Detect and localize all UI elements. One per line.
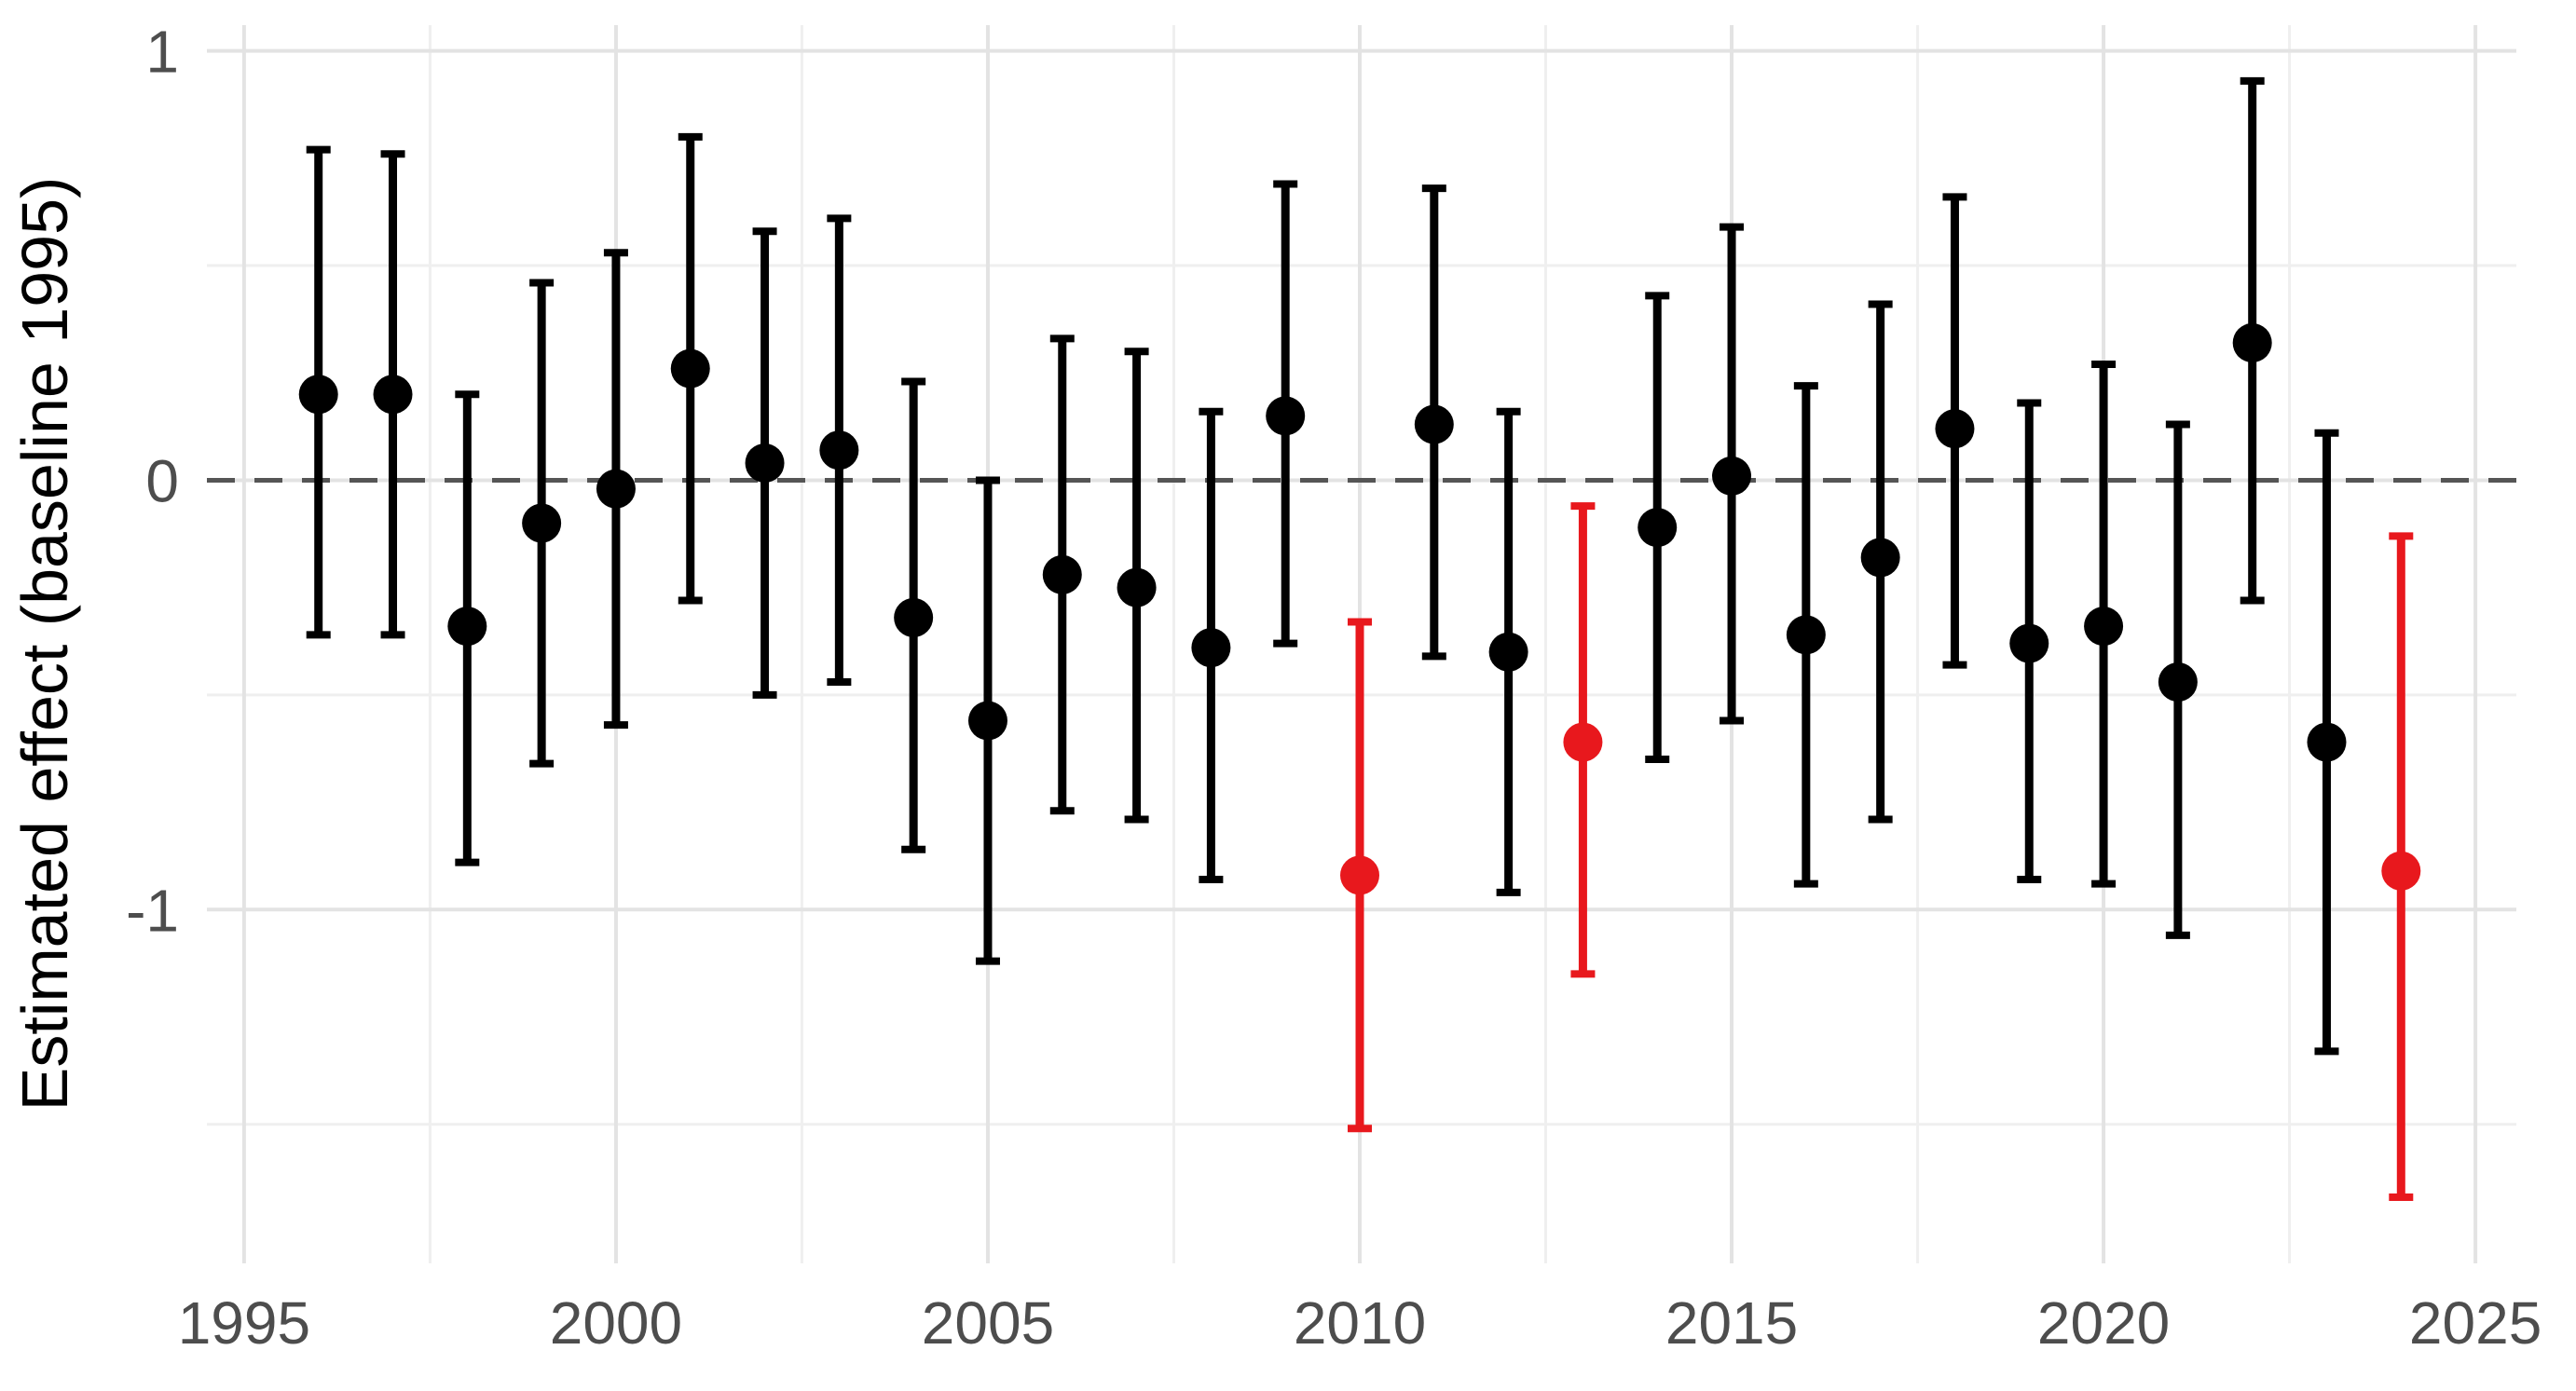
pointrange-2023: [2307, 429, 2347, 1056]
pointrange-2024: [2381, 532, 2421, 1202]
x-tick-label-2020: 2020: [2037, 1289, 2170, 1357]
y-tick-label-0: 0: [145, 447, 179, 514]
y-axis-title: Estimated effect (baseline 1995): [8, 177, 81, 1111]
point-estimate-2015: [1712, 456, 1752, 496]
pointrange-2019: [2009, 399, 2049, 884]
pointrange-2015: [1712, 223, 1752, 725]
x-tick-label-1995: 1995: [178, 1289, 310, 1357]
pointrange-2002: [745, 227, 785, 699]
point-estimate-1998: [447, 607, 487, 647]
pointrange-2007: [1117, 348, 1157, 824]
x-tick-label-2010: 2010: [1294, 1289, 1426, 1357]
point-estimate-2010: [1340, 855, 1380, 895]
point-estimate-1997: [373, 375, 413, 415]
pointrange-2009: [1266, 180, 1306, 648]
pointrange-2012: [1488, 407, 1528, 896]
pointrange-2021: [2158, 420, 2198, 939]
pointrange-2005: [967, 476, 1007, 965]
point-estimate-2006: [1042, 554, 1082, 594]
point-estimate-2007: [1117, 567, 1157, 607]
point-estimate-2014: [1637, 508, 1678, 548]
y-tick-label--1: -1: [126, 877, 179, 944]
point-estimate-2023: [2307, 722, 2347, 762]
point-estimate-2005: [967, 701, 1007, 741]
point-estimate-2022: [2232, 323, 2272, 363]
point-estimate-2018: [1935, 409, 1975, 449]
pointrange-2020: [2084, 361, 2124, 888]
point-estimate-2020: [2084, 607, 2124, 647]
y-tick-label-1: 1: [145, 19, 179, 86]
point-estimate-2009: [1266, 396, 1306, 436]
pointrange-marks: [298, 76, 2421, 1202]
pointrange-1996: [298, 145, 338, 639]
pointrange-2004: [894, 377, 934, 853]
y-axis-tick-labels: 1 0 -1: [126, 19, 179, 945]
point-estimate-2000: [596, 469, 636, 509]
pointrange-2022: [2232, 76, 2272, 605]
x-tick-label-2025: 2025: [2409, 1289, 2542, 1357]
pointrange-2013: [1563, 502, 1603, 978]
point-estimate-2013: [1563, 722, 1603, 762]
point-estimate-1999: [522, 503, 562, 543]
point-estimate-2017: [1860, 538, 1900, 578]
pointrange-2017: [1860, 300, 1900, 824]
x-axis-tick-labels: 1995 2000 2005 2010 2015 2020 2025: [178, 1289, 2542, 1357]
point-estimate-2008: [1191, 628, 1231, 668]
x-tick-label-2015: 2015: [1665, 1289, 1798, 1357]
point-estimate-2002: [745, 443, 785, 484]
point-estimate-2021: [2158, 662, 2198, 702]
pointrange-2016: [1786, 382, 1826, 888]
point-estimate-1996: [298, 375, 338, 415]
point-estimate-2004: [894, 597, 934, 637]
point-estimate-2019: [2009, 623, 2049, 663]
pointrange-2001: [670, 132, 710, 605]
pointrange-1999: [522, 279, 562, 768]
point-estimate-2001: [670, 348, 710, 389]
point-estimate-2024: [2381, 851, 2421, 891]
pointrange-1998: [447, 390, 487, 866]
pointrange-2006: [1042, 334, 1082, 815]
pointrange-1997: [373, 150, 413, 639]
pointrange-2003: [819, 214, 859, 687]
point-estimate-2003: [819, 430, 859, 470]
pointrange-2011: [1414, 184, 1454, 661]
pointrange-2010: [1340, 618, 1380, 1133]
x-tick-label-2005: 2005: [922, 1289, 1054, 1357]
pointrange-2014: [1637, 292, 1678, 763]
x-tick-label-2000: 2000: [550, 1289, 682, 1357]
point-estimate-2016: [1786, 615, 1826, 655]
point-estimate-2011: [1414, 404, 1454, 444]
pointrange-2018: [1935, 193, 1975, 669]
pointrange-2008: [1191, 407, 1231, 884]
point-estimate-2012: [1488, 632, 1528, 672]
pointrange-2000: [596, 249, 636, 730]
